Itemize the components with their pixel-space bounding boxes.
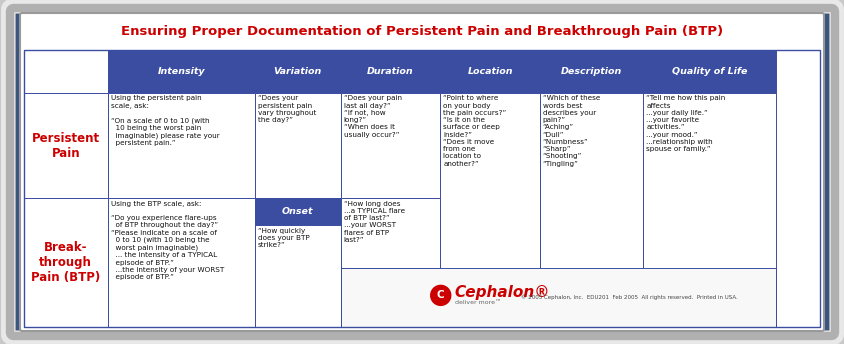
Text: © 2005 Cephalon, Inc.  EDU201  Feb 2005  All rights reserved.  Printed in USA.: © 2005 Cephalon, Inc. EDU201 Feb 2005 Al… [520, 294, 737, 300]
Bar [24, 50, 107, 93]
Text: “Point to where
on your body
the pain occurs?”
“Is it on the
surface or deep
ins: “Point to where on your body the pain oc… [443, 95, 506, 167]
Text: Variation: Variation [273, 67, 322, 76]
Text: Location: Location [467, 67, 512, 76]
Bar [340, 268, 776, 327]
Bar [107, 93, 255, 198]
Bar [440, 268, 539, 327]
Text: Persistent
Pain: Persistent Pain [32, 131, 100, 160]
Bar [24, 93, 107, 198]
Text: Onset: Onset [282, 207, 313, 216]
Bar [107, 198, 255, 327]
Bar [24, 50, 819, 327]
Bar [340, 50, 440, 93]
Text: Quality of Life: Quality of Life [671, 67, 747, 76]
Text: “Does your
persistent pain
vary throughout
the day?”: “Does your persistent pain vary througho… [257, 95, 316, 123]
Text: “How long does
...a TYPICAL flare
of BTP last?”
...your WORST
flares of BTP
last: “How long does ...a TYPICAL flare of BTP… [344, 201, 404, 243]
Bar [440, 93, 539, 327]
Text: Using the BTP scale, ask:

“Do you experience flare-ups
  of BTP throughout the : Using the BTP scale, ask: “Do you experi… [111, 201, 224, 280]
Text: “How quickly
does your BTP
strike?”: “How quickly does your BTP strike?” [257, 228, 309, 248]
Text: deliver more™: deliver more™ [454, 300, 500, 305]
Bar [107, 50, 255, 93]
Bar [340, 268, 776, 327]
Bar [642, 93, 776, 327]
Bar [539, 93, 642, 327]
Bar [255, 50, 340, 93]
Bar [255, 93, 340, 198]
Bar [539, 50, 642, 93]
Bar [255, 225, 340, 327]
Text: Break-
through
Pain (BTP): Break- through Pain (BTP) [31, 241, 100, 284]
Bar [340, 198, 440, 268]
Bar [642, 268, 776, 327]
Bar [24, 198, 107, 327]
Bar [440, 50, 539, 93]
Text: “Does your pain
last all day?”
“If not, how
long?”
“When does it
usually occur?”: “Does your pain last all day?” “If not, … [344, 95, 402, 138]
Text: Ensuring Proper Documentation of Persistent Pain and Breakthrough Pain (BTP): Ensuring Proper Documentation of Persist… [121, 25, 722, 39]
Bar [340, 93, 440, 198]
Bar [642, 50, 776, 93]
Text: Intensity: Intensity [157, 67, 205, 76]
Bar [539, 268, 642, 327]
Text: C: C [436, 290, 444, 300]
Text: Cephalon®: Cephalon® [454, 285, 549, 300]
FancyBboxPatch shape [20, 13, 823, 331]
Text: “Tell me how this pain
affects
...your daily life.”
...your favorite
activities.: “Tell me how this pain affects ...your d… [646, 95, 725, 152]
Text: Description: Description [560, 67, 621, 76]
Text: Duration: Duration [367, 67, 414, 76]
Text: “Which of these
words best
describes your
pain?”
“Aching”
“Dull”
“Numbness”
“Sha: “Which of these words best describes you… [542, 95, 599, 167]
Circle shape [430, 286, 450, 305]
Text: Using the persistent pain
scale, ask:

“On a scale of 0 to 10 (with
  10 being t: Using the persistent pain scale, ask: “O… [111, 95, 219, 146]
Bar [255, 198, 340, 225]
